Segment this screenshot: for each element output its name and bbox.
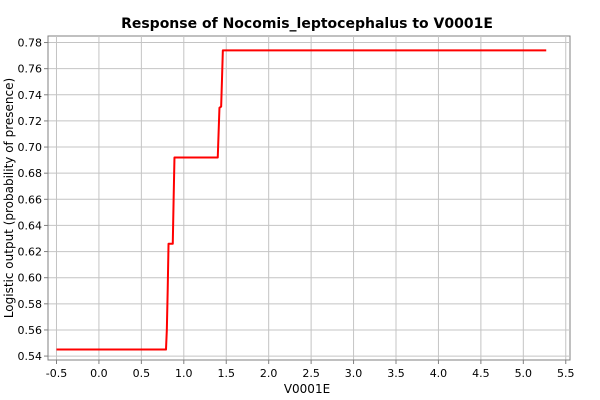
x-tick-label: 1.5 (217, 367, 235, 380)
y-tick-label: 0.64 (18, 219, 43, 232)
y-tick-label: 0.62 (18, 246, 43, 259)
x-tick-label: 2.0 (260, 367, 278, 380)
plot-area (47, 35, 571, 361)
y-tick-label: 0.74 (18, 89, 43, 102)
x-tick-label: 4.0 (430, 367, 448, 380)
y-tick-label: 0.70 (18, 141, 43, 154)
x-tick-label: 0.0 (90, 367, 108, 380)
x-tick-label: 3.0 (345, 367, 363, 380)
y-tick-label: 0.54 (18, 350, 43, 363)
x-tick-label: 1.0 (175, 367, 193, 380)
y-tick-label: 0.78 (18, 37, 43, 50)
series-line (56, 49, 547, 351)
x-tick-label: 4.5 (472, 367, 490, 380)
x-tick-label: 0.5 (133, 367, 151, 380)
y-tick-label: 0.56 (18, 324, 43, 337)
y-tick-label: 0.72 (18, 115, 43, 128)
x-axis-ticks: -0.5 0.0 0.5 1.0 1.5 2.0 2.5 3.0 3.5 4.0 4.5 5.0 5.5 (46, 360, 575, 380)
series-layer (56, 49, 547, 351)
x-tick-label: 5.5 (557, 367, 575, 380)
y-axis-ticks: 0.54 0.56 0.58 0.60 0.62 0.64 0.66 0.68 0.70 0.72… (18, 37, 48, 363)
y-tick-label: 0.58 (18, 298, 43, 311)
y-tick-label: 0.60 (18, 272, 43, 285)
y-tick-label: 0.76 (18, 63, 43, 76)
x-axis-label: V0001E (284, 382, 330, 396)
x-tick-label: 5.0 (515, 367, 533, 380)
chart-title: Response of Nocomis_leptocephalus to V00… (121, 16, 493, 32)
grid (48, 36, 570, 360)
x-tick-label: 2.5 (302, 367, 320, 380)
x-tick-label: 3.5 (387, 367, 405, 380)
x-tick-label: -0.5 (46, 367, 67, 380)
y-tick-label: 0.66 (18, 193, 43, 206)
axes (47, 36, 570, 361)
y-axis-label: Logistic output (probability of presence… (2, 78, 16, 318)
y-tick-label: 0.68 (18, 167, 43, 180)
